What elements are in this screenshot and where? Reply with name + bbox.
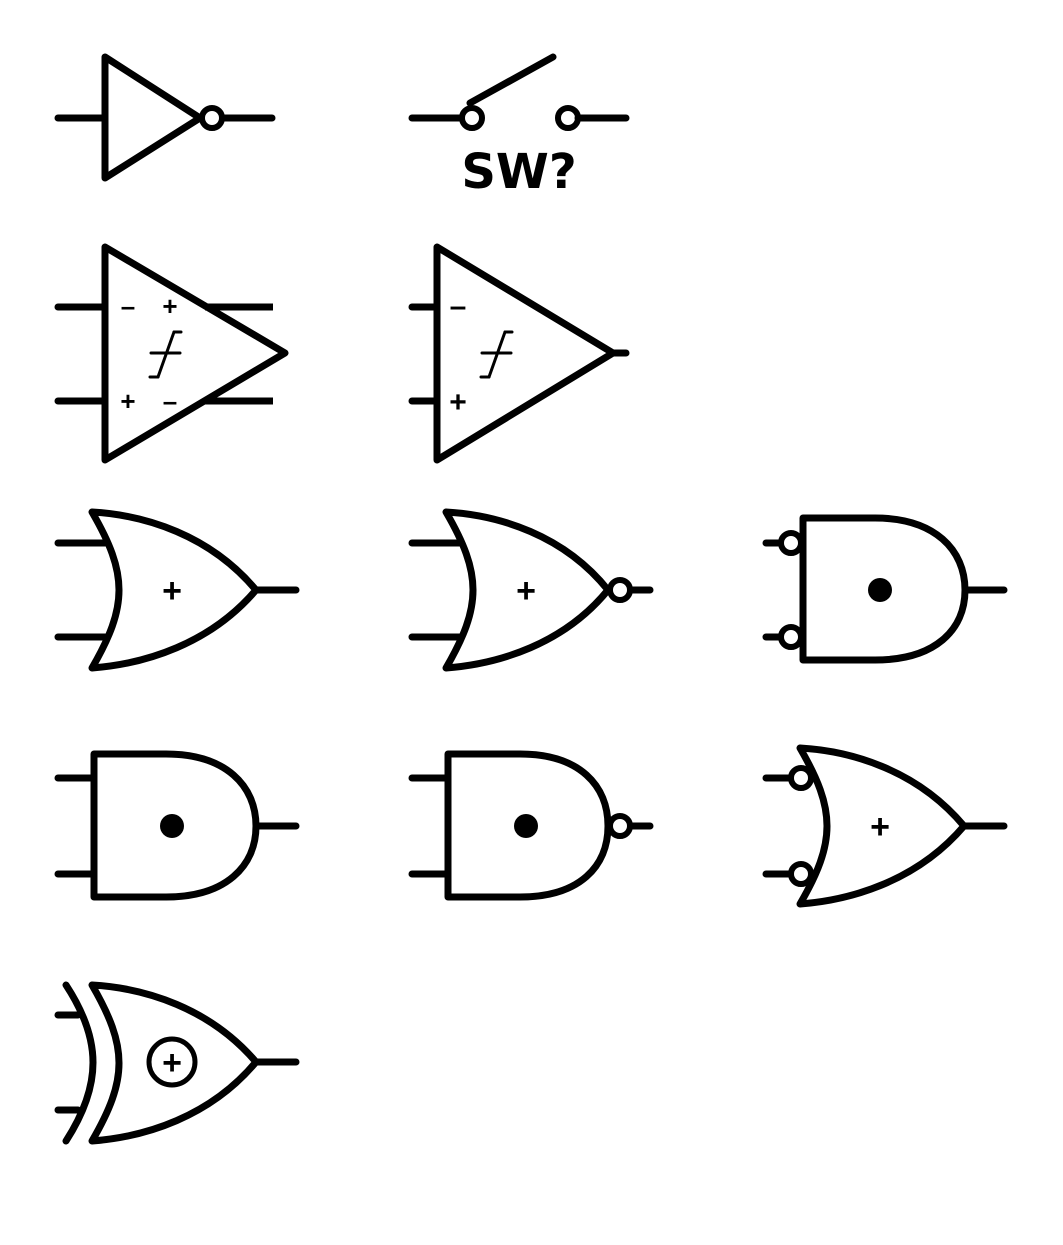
xor-operator-icon: + [146,1036,198,1088]
or-inv-input-b-bubble [788,861,814,887]
opamp-plus: + [449,386,467,419]
inverter-symbol [54,53,276,182]
nand-gate-symbol [408,750,654,901]
nor-gate-body [442,508,612,672]
or-inv-body [796,744,968,908]
or-gate-body [88,508,260,672]
switch-lever [466,53,557,107]
inverter-body [101,53,204,182]
nand-output-bubble [607,813,633,839]
opamp-differential-symbol: – + + – [54,243,289,464]
and-inverted-inputs-symbol [762,514,1008,664]
nor-operator: + [516,572,536,610]
switch-left-contact [459,105,485,131]
nand-operator-dot [514,814,538,838]
diff-opamp-plus-top: + [162,291,177,321]
diff-opamp-body [101,243,289,464]
or-operator: + [162,572,182,610]
inverter-output-bubble [199,105,225,131]
and-inv-input-b-bubble [778,624,804,650]
switch-designator: SW? [461,144,576,200]
diff-opamp-minus-bottom: – [163,386,177,416]
diff-opamp-plus-bottom: + [120,386,135,416]
or-inverted-inputs-symbol: + [762,744,1008,908]
hysteresis-icon [148,330,183,379]
diff-opamp-minus-top: – [121,291,135,321]
or-inv-input-a-bubble [788,765,814,791]
and-operator-dot [160,814,184,838]
opamp-symbol: – + [408,243,630,464]
and-gate-symbol [54,750,300,901]
xor-extra-input-arc [62,981,97,1145]
nor-gate-symbol: + [408,508,654,672]
nor-output-bubble [607,577,633,603]
or-inv-operator: + [870,808,890,846]
xor-operator: + [162,1044,182,1082]
hysteresis-icon [479,330,514,379]
switch-symbol: SW? [408,53,630,200]
xor-gate-symbol: + [54,981,300,1145]
or-gate-symbol: + [54,508,300,672]
and-inv-input-a-bubble [778,530,804,556]
and-operator-dot [868,578,892,602]
opamp-minus: – [450,290,467,323]
opamp-body [433,243,617,464]
